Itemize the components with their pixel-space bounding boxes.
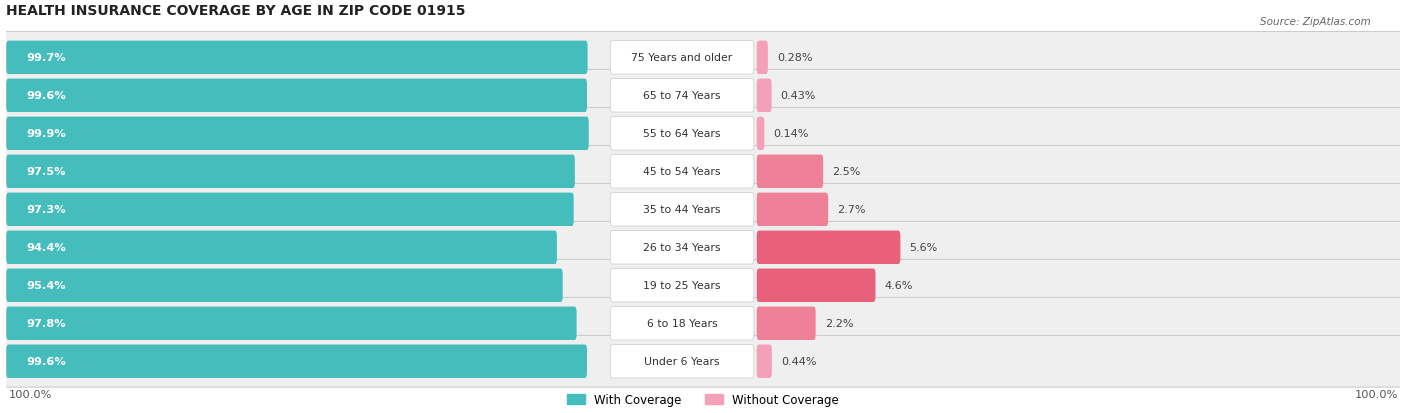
Text: 55 to 64 Years: 55 to 64 Years — [644, 129, 721, 139]
Text: 2.5%: 2.5% — [832, 167, 860, 177]
Text: 99.9%: 99.9% — [27, 129, 66, 139]
FancyBboxPatch shape — [756, 117, 765, 151]
Text: 65 to 74 Years: 65 to 74 Years — [644, 91, 721, 101]
FancyBboxPatch shape — [0, 70, 1406, 122]
Legend: With Coverage, Without Coverage: With Coverage, Without Coverage — [562, 389, 844, 411]
FancyBboxPatch shape — [756, 42, 768, 75]
Text: 97.8%: 97.8% — [27, 318, 66, 328]
FancyBboxPatch shape — [0, 222, 1406, 273]
FancyBboxPatch shape — [756, 307, 815, 340]
FancyBboxPatch shape — [756, 193, 828, 226]
FancyBboxPatch shape — [610, 117, 754, 151]
FancyBboxPatch shape — [610, 231, 754, 264]
FancyBboxPatch shape — [0, 336, 1406, 387]
Text: 5.6%: 5.6% — [910, 243, 938, 253]
FancyBboxPatch shape — [756, 79, 772, 113]
Text: Source: ZipAtlas.com: Source: ZipAtlas.com — [1260, 17, 1371, 26]
FancyBboxPatch shape — [6, 231, 557, 264]
Text: 35 to 44 Years: 35 to 44 Years — [644, 205, 721, 215]
Text: 6 to 18 Years: 6 to 18 Years — [647, 318, 717, 328]
FancyBboxPatch shape — [0, 33, 1406, 84]
FancyBboxPatch shape — [756, 231, 900, 264]
Text: 75 Years and older: 75 Years and older — [631, 53, 733, 63]
FancyBboxPatch shape — [610, 307, 754, 340]
Text: 94.4%: 94.4% — [27, 243, 66, 253]
FancyBboxPatch shape — [610, 345, 754, 378]
FancyBboxPatch shape — [756, 269, 876, 302]
FancyBboxPatch shape — [610, 155, 754, 189]
Text: 19 to 25 Years: 19 to 25 Years — [644, 280, 721, 291]
Text: 0.44%: 0.44% — [780, 356, 817, 366]
FancyBboxPatch shape — [610, 42, 754, 75]
Text: 45 to 54 Years: 45 to 54 Years — [644, 167, 721, 177]
Text: 0.43%: 0.43% — [780, 91, 815, 101]
FancyBboxPatch shape — [6, 269, 562, 302]
Text: 97.3%: 97.3% — [27, 205, 66, 215]
Text: 100.0%: 100.0% — [8, 389, 52, 399]
FancyBboxPatch shape — [0, 108, 1406, 160]
FancyBboxPatch shape — [6, 345, 586, 378]
FancyBboxPatch shape — [6, 42, 588, 75]
Text: 4.6%: 4.6% — [884, 280, 912, 291]
FancyBboxPatch shape — [6, 155, 575, 189]
Text: HEALTH INSURANCE COVERAGE BY AGE IN ZIP CODE 01915: HEALTH INSURANCE COVERAGE BY AGE IN ZIP … — [6, 5, 465, 19]
Text: 26 to 34 Years: 26 to 34 Years — [644, 243, 721, 253]
FancyBboxPatch shape — [0, 260, 1406, 311]
Text: 2.2%: 2.2% — [825, 318, 853, 328]
FancyBboxPatch shape — [6, 117, 589, 151]
FancyBboxPatch shape — [6, 79, 586, 113]
Text: 2.7%: 2.7% — [837, 205, 866, 215]
Text: 99.6%: 99.6% — [27, 356, 66, 366]
Text: 0.14%: 0.14% — [773, 129, 808, 139]
Text: 97.5%: 97.5% — [27, 167, 66, 177]
FancyBboxPatch shape — [756, 155, 823, 189]
FancyBboxPatch shape — [6, 193, 574, 226]
Text: 99.7%: 99.7% — [27, 53, 66, 63]
Text: 0.28%: 0.28% — [778, 53, 813, 63]
Text: 99.6%: 99.6% — [27, 91, 66, 101]
FancyBboxPatch shape — [610, 269, 754, 302]
FancyBboxPatch shape — [610, 79, 754, 113]
FancyBboxPatch shape — [756, 345, 772, 378]
FancyBboxPatch shape — [0, 298, 1406, 349]
Text: Under 6 Years: Under 6 Years — [644, 356, 720, 366]
FancyBboxPatch shape — [6, 307, 576, 340]
Text: 95.4%: 95.4% — [27, 280, 66, 291]
Text: 100.0%: 100.0% — [1354, 389, 1398, 399]
FancyBboxPatch shape — [0, 146, 1406, 198]
FancyBboxPatch shape — [0, 184, 1406, 235]
FancyBboxPatch shape — [610, 193, 754, 226]
